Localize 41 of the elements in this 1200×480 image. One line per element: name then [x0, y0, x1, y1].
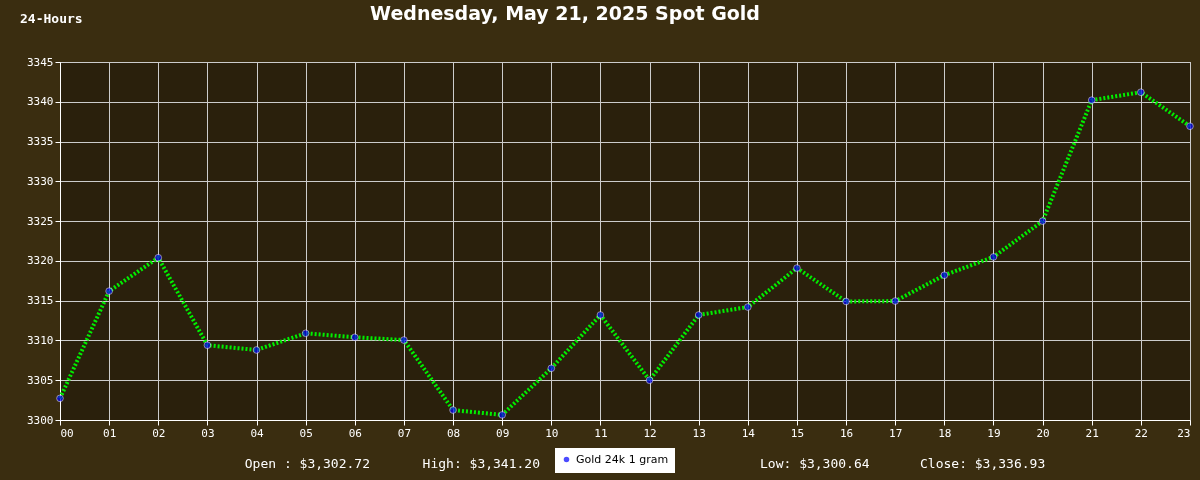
x-tick-label: 14	[741, 426, 756, 440]
y-tick-label: 3320	[27, 254, 54, 268]
text: Low: $3,300.64	[760, 456, 870, 471]
x-tick-label: 15	[790, 426, 805, 440]
x-tick-label: 12	[643, 426, 657, 440]
y-tick-label: 3315	[27, 294, 54, 308]
x-tick-label: 11	[594, 426, 608, 440]
x-tick-label: 00	[60, 426, 74, 440]
x-tick-label: 10	[545, 426, 559, 440]
text: High: $3,341.20	[422, 456, 540, 471]
text: Close: $3,336.93	[920, 456, 1046, 471]
x-tick-label: 02	[152, 426, 166, 440]
x-tick-label: 09	[496, 426, 510, 440]
x-tick-label: 04	[250, 426, 265, 440]
x-tick-label: 07	[397, 426, 412, 440]
x-tick-label: 01	[103, 426, 117, 440]
legend-label: Gold 24k 1 gram	[576, 452, 669, 466]
y-tick-label: 3305	[27, 373, 54, 387]
text: Open : $3,302.72	[244, 456, 370, 471]
x-tick-label: 20	[1036, 426, 1050, 440]
x-tick-label: 05	[299, 426, 313, 440]
y-tick-label: 3300	[27, 413, 54, 427]
x-tick-label: 17	[889, 426, 903, 440]
x-tick-label: 06	[348, 426, 362, 440]
chart-title: Wednesday, May 21, 2025 Spot Gold	[370, 2, 760, 24]
x-tick-label: 18	[938, 426, 952, 440]
x-tick-label: 22	[1134, 426, 1148, 440]
x-tick-label: 13	[692, 426, 706, 440]
text: 24-Hours	[20, 11, 83, 26]
x-tick-label: 23	[1177, 426, 1191, 440]
y-tick-label: 3340	[27, 95, 54, 109]
x-tick-label: 08	[446, 426, 461, 440]
x-tick-label: 19	[987, 426, 1001, 440]
y-tick-label: 3310	[27, 333, 54, 347]
y-tick-label: 3345	[27, 55, 54, 69]
x-tick-label: 16	[839, 426, 854, 440]
y-tick-label: 3335	[27, 135, 54, 149]
x-tick-label: 21	[1085, 426, 1099, 440]
y-tick-label: 3325	[27, 214, 54, 228]
y-tick-label: 3330	[27, 174, 54, 188]
x-tick-label: 03	[201, 426, 215, 440]
